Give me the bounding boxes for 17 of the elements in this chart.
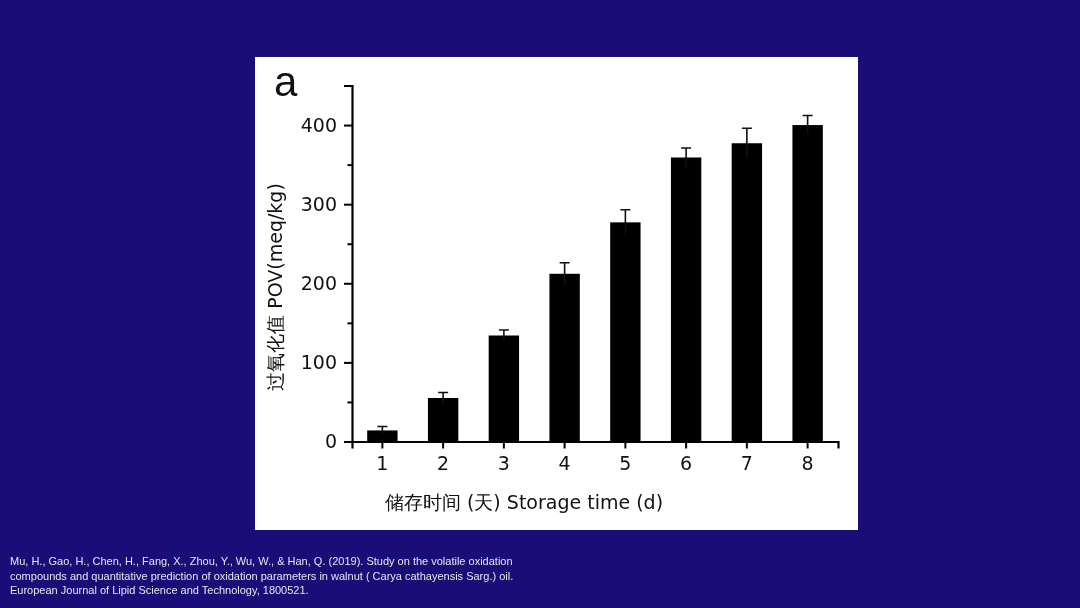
chart-title: a (274, 58, 298, 105)
x-tick-label: 8 (801, 451, 814, 474)
x-tick-label: 1 (376, 451, 389, 474)
x-tick-label: 7 (740, 451, 753, 474)
y-tick-label: 0 (324, 430, 337, 453)
text: Mu, H., Gao, H., Chen, H., Fang, X., Zhou, Y., Wu, W., & Han, Q. (2019). Study on the volatile oxidation compounds and quantitative prediction of oxidation parameters in walnut ( Carya cathayensis Sarg.) oil. European Journal of Lipid Science and Technology, 1800521. (10, 554, 515, 598)
x-axis-title: 储存时间 (天) Storage time (d) (384, 491, 664, 513)
y-axis-title: 过氧化值 POV(meq/kg) (264, 183, 286, 391)
x-tick-label: 5 (619, 451, 632, 474)
y-tick-label: 300 (300, 192, 337, 215)
x-tick-label: 3 (497, 451, 510, 474)
x-tick-label: 2 (437, 451, 450, 474)
y-tick-label: 400 (300, 113, 337, 136)
y-tick-label: 100 (300, 350, 337, 373)
x-tick-label: 4 (558, 451, 571, 474)
y-tick-label: 200 (300, 271, 337, 294)
x-tick-label: 6 (680, 451, 693, 474)
